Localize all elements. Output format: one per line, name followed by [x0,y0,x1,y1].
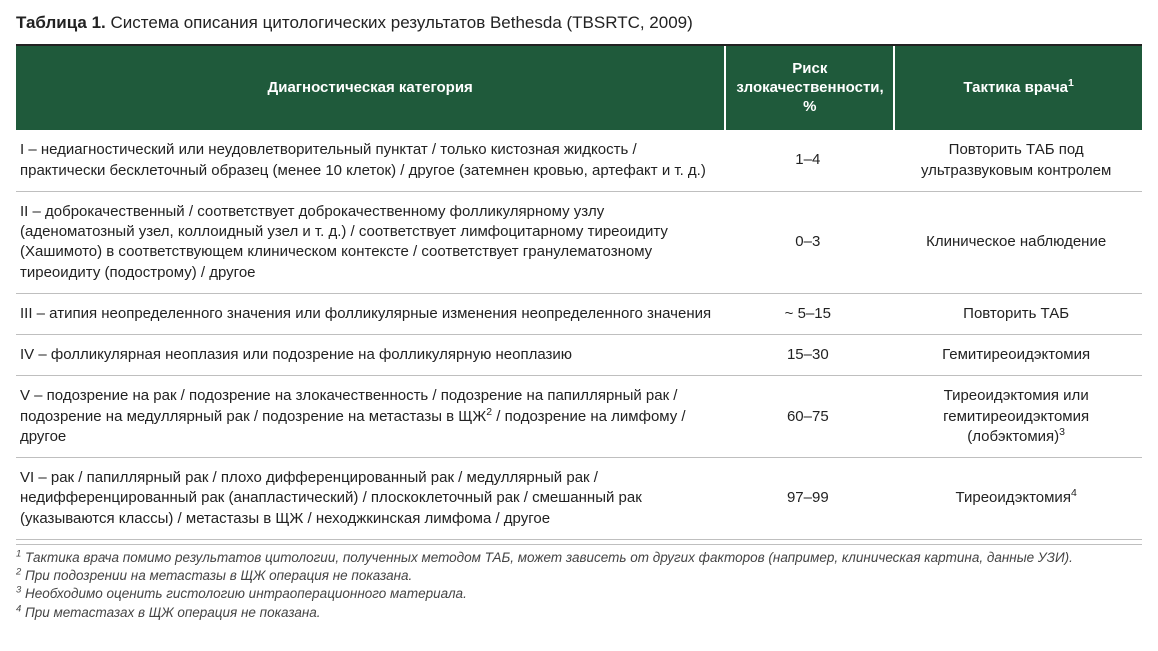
table-header: Диагностическая категория Риск злокачест… [16,46,1142,130]
cell-risk: ~ 5–15 [725,293,894,334]
cell-risk: 1–4 [725,130,894,191]
col-header-diag: Диагностическая категория [16,46,725,130]
footnote: 2 При подозрении на метастазы в ЩЖ опера… [16,567,1142,585]
col-header-tactic: Тактика врача1 [894,46,1142,130]
table-row: IV – фолликулярная неоплазия или подозре… [16,335,1142,376]
table-row: II – доброкачественный / соответствует д… [16,191,1142,293]
footnote: 3 Необходимо оценить гистологию интраопе… [16,585,1142,603]
footnotes: 1 Тактика врача помимо результатов цитол… [16,544,1142,622]
cell-tactic: Клиническое наблюдение [894,191,1142,293]
footnote: 4 При метастазах в ЩЖ операция не показа… [16,604,1142,622]
table-caption-label: Таблица 1. [16,13,106,32]
cell-risk: 97–99 [725,458,894,540]
cell-tactic: Повторить ТАБ под ультразвуковым контрол… [894,130,1142,191]
table-row: VI – рак / папиллярный рак / плохо диффе… [16,458,1142,540]
cell-tactic: Гемитиреоидэктомия [894,335,1142,376]
cell-diag: IV – фолликулярная неоплазия или подозре… [16,335,725,376]
table-body: I – недиагностический или неудовлетворит… [16,130,1142,539]
table-row: V – подозрение на рак / подозрение на зл… [16,376,1142,458]
cell-risk: 0–3 [725,191,894,293]
bethesda-table: Диагностическая категория Риск злокачест… [16,46,1142,540]
cell-tactic: Повторить ТАБ [894,293,1142,334]
table-row: I – недиагностический или неудовлетворит… [16,130,1142,191]
cell-diag: V – подозрение на рак / подозрение на зл… [16,376,725,458]
cell-diag: I – недиагностический или неудовлетворит… [16,130,725,191]
cell-diag: II – доброкачественный / соответствует д… [16,191,725,293]
footnote: 1 Тактика врача помимо результатов цитол… [16,549,1142,567]
cell-diag: VI – рак / папиллярный рак / плохо диффе… [16,458,725,540]
cell-diag: III – атипия неопределенного значения ил… [16,293,725,334]
cell-risk: 15–30 [725,335,894,376]
table-caption: Таблица 1. Система описания цитологическ… [16,12,1142,34]
table-row: III – атипия неопределенного значения ил… [16,293,1142,334]
cell-risk: 60–75 [725,376,894,458]
col-header-risk: Риск злокачественности, % [725,46,894,130]
cell-tactic: Тиреоидэктомия или гемитиреоидэктомия (л… [894,376,1142,458]
table-caption-text: Система описания цитологических результа… [111,13,693,32]
cell-tactic: Тиреоидэктомия4 [894,458,1142,540]
